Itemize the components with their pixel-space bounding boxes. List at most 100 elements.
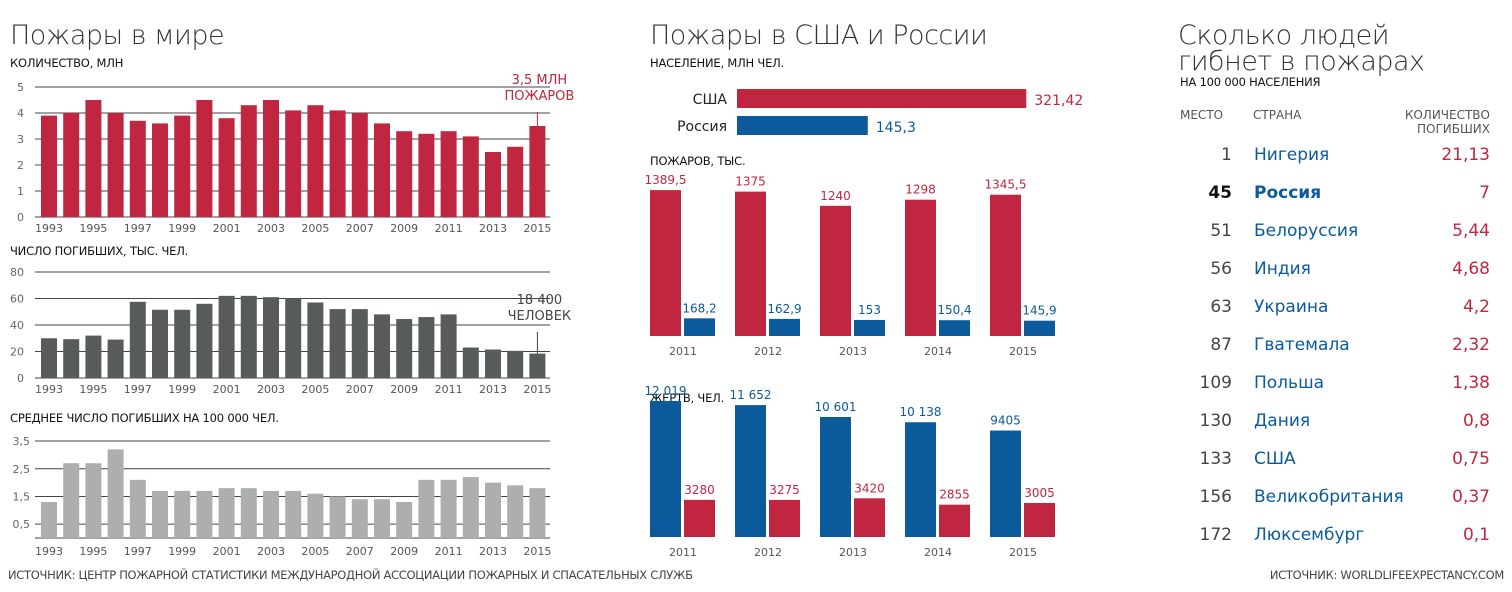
data-label: 1375: [735, 175, 766, 189]
y-tick-label: 60: [10, 293, 24, 306]
death-rate-subtitle: СРЕДНЕЕ ЧИСЛО ПОГИБШИХ НА 100 000 ЧЕЛ.: [10, 411, 279, 425]
row-country: Украина: [1254, 297, 1329, 317]
data-label: 3005: [1024, 486, 1055, 500]
x-tick-label: 1993: [35, 545, 63, 558]
bar-2002: [240, 105, 257, 217]
data-label: 9405: [990, 414, 1021, 428]
header-value-line2: ПОГИБШИХ: [1416, 122, 1490, 136]
right-title-line1: Сколько людей: [1178, 20, 1390, 51]
population-value: 145,3: [876, 120, 916, 136]
bar-1998: [152, 490, 168, 538]
header-country: СТРАНА: [1253, 108, 1302, 122]
x-tick-label: 2013: [839, 546, 867, 559]
bar-1993: [41, 501, 57, 538]
bar-1995: [85, 100, 102, 217]
data-label: 10 138: [900, 405, 942, 419]
bar-2001: [218, 488, 235, 538]
x-tick-label: 2005: [301, 545, 329, 558]
x-tick-label: 2015: [1009, 345, 1037, 358]
left-source: ИСТОЧНИК: ЦЕНТР ПОЖАРНОЙ СТАТИСТИКИ МЕЖД…: [8, 568, 693, 582]
bar-1998: [152, 123, 168, 217]
x-tick-label: 2013: [839, 345, 867, 358]
data-label: 168,2: [682, 301, 716, 315]
row-rank: 156: [1199, 487, 1232, 507]
row-value: 4,2: [1462, 297, 1490, 317]
bar-2009: [396, 501, 413, 538]
row-value: 2,32: [1452, 335, 1490, 355]
bar-2000: [196, 490, 213, 538]
y-tick-label: 5: [17, 81, 24, 94]
row-value: 0,1: [1462, 525, 1490, 545]
data-label: 1298: [905, 183, 936, 197]
row-country: Люксембург: [1254, 525, 1365, 545]
bar-США-2013: [820, 205, 851, 336]
bar-2011: [440, 479, 457, 538]
row-value: 0,37: [1452, 487, 1490, 507]
x-tick-label: 1997: [124, 222, 152, 235]
population-bar-1: [737, 116, 868, 135]
bar-2006: [329, 496, 346, 538]
bar-Россия-2015: [1024, 320, 1055, 336]
bar-2014: [507, 350, 524, 378]
bar-США-2013: [854, 498, 885, 537]
data-label: 11 652: [730, 388, 772, 402]
bar-1993: [41, 115, 57, 217]
annotation-line2: ЧЕЛОВЕК: [508, 309, 572, 324]
header-value-line1: КОЛИЧЕСТВО: [1404, 108, 1490, 122]
data-label: 12 019: [645, 384, 687, 398]
world-fires-title: Пожары в мире: [10, 20, 225, 51]
bar-2000: [196, 100, 213, 217]
bar-Россия-2011: [684, 318, 715, 336]
table-row: 133 США 0,75: [1180, 449, 1490, 479]
x-tick-label: 1993: [35, 222, 63, 235]
bar-1999: [174, 490, 191, 538]
data-label: 1389,5: [645, 173, 687, 187]
header-value: КОЛИЧЕСТВО ПОГИБШИХ: [1405, 108, 1490, 136]
country-label: Россия: [677, 119, 727, 135]
table-row: 172 Люксембург 0,1: [1180, 525, 1490, 555]
row-country: Нигерия: [1254, 145, 1330, 165]
row-value: 0,75: [1452, 449, 1490, 469]
bar-США-2011: [650, 190, 681, 336]
row-country: Россия: [1254, 183, 1322, 203]
bar-2010: [418, 479, 435, 538]
right-subtitle: НА 100 000 НАСЕЛЕНИЯ: [1180, 75, 1321, 89]
bar-Россия-2011: [650, 400, 681, 537]
x-tick-label: 1999: [168, 545, 196, 558]
bar-2003: [263, 100, 279, 217]
x-tick-label: 2003: [257, 222, 285, 235]
table-row: 1 Нигерия 21,13: [1180, 145, 1490, 175]
bar-2012: [462, 136, 479, 217]
bar-2009: [396, 319, 413, 378]
x-tick-label: 2001: [213, 222, 241, 235]
row-rank: 87: [1210, 335, 1232, 355]
x-tick-label: 2011: [435, 383, 463, 396]
population-bar-0: [737, 89, 1027, 108]
x-tick-label: 2013: [479, 383, 507, 396]
data-label: 3420: [854, 481, 885, 495]
fires-k-subtitle: ПОЖАРОВ, ТЫС.: [650, 154, 746, 168]
x-tick-label: 2007: [346, 383, 374, 396]
bar-2001: [218, 295, 235, 378]
bar-2004: [285, 298, 302, 378]
bar-2006: [329, 110, 346, 217]
bar-США-2012: [769, 499, 800, 537]
y-tick-label: 20: [10, 346, 24, 359]
x-tick-label: 2005: [301, 222, 329, 235]
annotation-line1: 18 400: [517, 293, 563, 308]
row-value: 7: [1479, 183, 1490, 203]
data-label: 3275: [769, 483, 800, 497]
x-tick-label: 2011: [669, 546, 697, 559]
table-row: 130 Дания 0,8: [1180, 411, 1490, 441]
x-tick-label: 2015: [523, 222, 551, 235]
bar-1996: [107, 449, 124, 538]
bar-США-2015: [1024, 502, 1055, 537]
table-row: 63 Украина 4,2: [1180, 297, 1490, 327]
x-tick-label: 1993: [35, 383, 63, 396]
x-tick-label: 1997: [124, 545, 152, 558]
row-value: 1,38: [1452, 373, 1490, 393]
country-label: США: [693, 92, 728, 108]
bar-2008: [374, 314, 390, 378]
data-label: 162,9: [767, 302, 801, 316]
